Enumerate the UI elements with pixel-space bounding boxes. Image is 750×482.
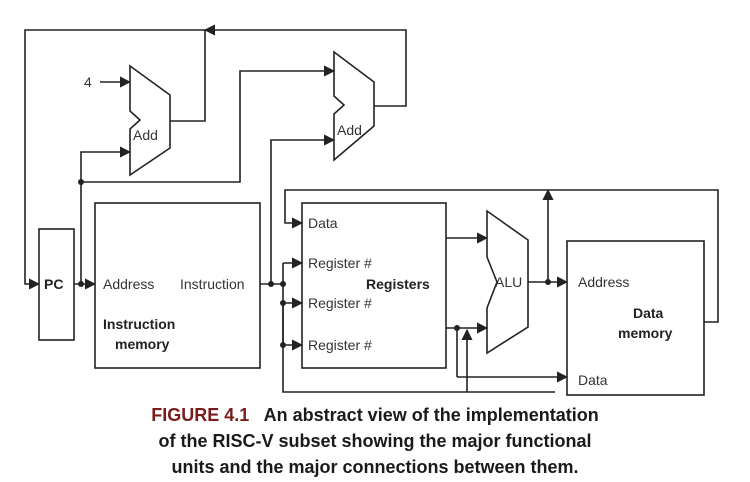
add-top-label: Add: [133, 127, 158, 143]
junction-dot: [268, 281, 274, 287]
adder-branch: [333, 50, 375, 162]
caption-text-line3: units and the major connections between …: [171, 457, 579, 477]
imem-title-line1: Instruction: [103, 316, 175, 332]
imem-title-line2: memory: [115, 336, 170, 352]
alu-label: ALU: [495, 274, 522, 290]
junction-dot: [454, 325, 460, 331]
reg-num2-label: Register #: [308, 295, 372, 311]
wire-imm-to-adder: [270, 134, 336, 284]
junction-dot: [545, 279, 551, 285]
dmem-title-line2: memory: [618, 325, 673, 341]
reg-num3-label: Register #: [308, 337, 372, 353]
registers-title: Registers: [366, 276, 430, 292]
constant-four-label: 4: [84, 74, 92, 90]
wire-pc-to-adders: [80, 146, 132, 284]
caption-text-line2: of the RISC-V subset showing the major f…: [158, 431, 592, 451]
junction-dot: [280, 300, 286, 306]
register-file: [301, 202, 447, 369]
wire-pc-to-branch-adder: [81, 65, 336, 183]
figure-label: FIGURE 4.1: [151, 405, 250, 425]
datapath-diagram: 4 Add Add PC Address Instruction Instruc…: [24, 24, 719, 396]
imem-instruction-label: Instruction: [180, 276, 245, 292]
junction-dot: [280, 281, 286, 287]
pc-label: PC: [44, 276, 63, 292]
adder-top: [129, 64, 171, 177]
add-branch-label: Add: [337, 122, 362, 138]
junction-dot: [78, 179, 84, 185]
junction-dot: [280, 342, 286, 348]
caption-line1: FIGURE 4.1 An abstract view of the imple…: [0, 402, 750, 428]
dmem-data-label: Data: [578, 372, 608, 388]
wire-branch-target: [203, 24, 407, 107]
data-memory: [566, 240, 705, 396]
wire-inst-to-dmem: [282, 303, 555, 393]
dmem-address-label: Address: [578, 274, 629, 290]
reg-num1-label: Register #: [308, 255, 372, 271]
dmem-title-line1: Data: [633, 305, 664, 321]
reg-data-label: Data: [308, 215, 338, 231]
wire-next-pc: [24, 29, 206, 290]
instruction-memory: [94, 202, 261, 369]
junction-dot: [78, 281, 84, 287]
wire-writeback: [284, 189, 719, 323]
figure-caption: FIGURE 4.1 An abstract view of the imple…: [0, 402, 750, 480]
imem-address-label: Address: [103, 276, 154, 292]
caption-text-line1: An abstract view of the implementation: [263, 405, 599, 425]
